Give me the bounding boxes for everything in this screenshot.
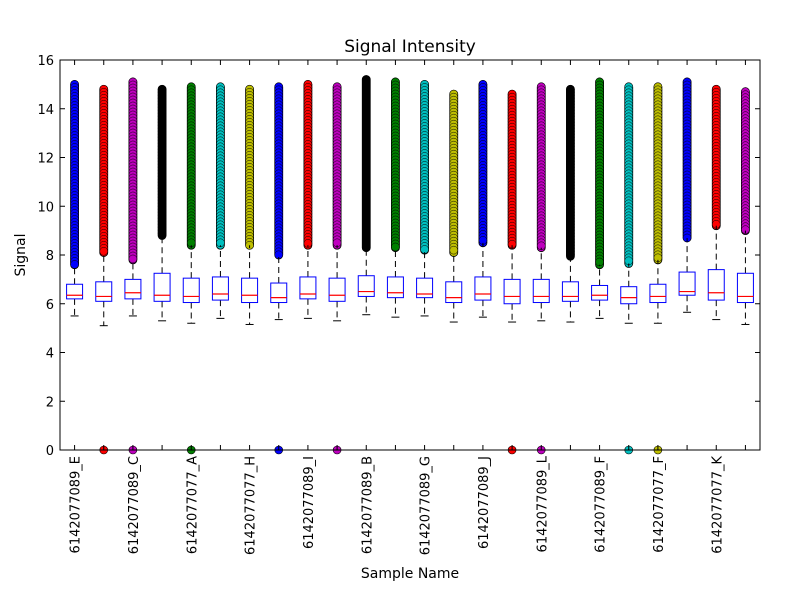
box-group bbox=[328, 82, 346, 455]
box-group bbox=[678, 77, 696, 313]
box bbox=[182, 277, 200, 304]
y-axis: 0 2 4 6 8 10 12 14 16 bbox=[37, 54, 760, 459]
x-tick-label: 6142077089_J bbox=[477, 456, 492, 549]
box bbox=[561, 281, 579, 302]
y-tick-label: 4 bbox=[46, 347, 54, 362]
box bbox=[620, 286, 638, 305]
outlier-point bbox=[537, 241, 546, 251]
box-group bbox=[211, 82, 229, 319]
x-tick-label: 6142077089_B bbox=[360, 456, 375, 554]
outlier-point bbox=[303, 239, 313, 248]
x-axis: 6142077089_E 6142077089_C 6142077077_A 6142… bbox=[69, 60, 746, 555]
y-tick-label: 16 bbox=[37, 54, 54, 69]
x-tick-label: 6142077089_E bbox=[69, 456, 84, 553]
box bbox=[241, 277, 259, 304]
box bbox=[503, 278, 521, 305]
box-group bbox=[532, 82, 550, 455]
outlier-point bbox=[391, 242, 400, 252]
box bbox=[532, 278, 550, 304]
box bbox=[328, 277, 346, 302]
box-group bbox=[241, 84, 259, 325]
box bbox=[678, 271, 696, 296]
box bbox=[445, 281, 463, 304]
box-group bbox=[445, 89, 463, 323]
x-axis-title: Sample Name bbox=[361, 566, 459, 582]
box-group bbox=[95, 84, 113, 455]
box-group bbox=[416, 79, 434, 317]
box-group bbox=[357, 75, 375, 316]
box-group bbox=[66, 79, 84, 317]
box-group bbox=[503, 89, 521, 455]
box-group bbox=[153, 84, 171, 322]
plot-area bbox=[66, 75, 754, 455]
y-axis-title: Signal bbox=[13, 233, 29, 276]
box-group bbox=[561, 84, 579, 323]
x-tick-label: 6142077077_A bbox=[185, 456, 200, 554]
box-group bbox=[620, 82, 638, 455]
y-tick-label: 8 bbox=[46, 249, 54, 264]
box bbox=[211, 276, 229, 301]
outlier-point bbox=[128, 254, 138, 264]
chart-title: Signal Intensity bbox=[344, 37, 476, 57]
box bbox=[591, 284, 609, 301]
x-tick-label: 6142077077_F bbox=[652, 456, 667, 553]
outlier-point bbox=[70, 260, 79, 269]
box bbox=[124, 278, 142, 300]
box-group bbox=[182, 82, 200, 455]
x-tick-label: 6142077089_G bbox=[419, 456, 434, 555]
outlier-point bbox=[741, 225, 750, 234]
box-group bbox=[270, 82, 288, 455]
x-tick-label: 6142077089_L bbox=[535, 455, 550, 552]
y-tick-label: 14 bbox=[37, 103, 54, 118]
x-tick-label: 6142077077_H bbox=[244, 456, 259, 555]
box bbox=[357, 275, 375, 297]
box bbox=[95, 281, 113, 302]
box-group bbox=[649, 82, 667, 455]
x-tick-label: 6142077089_C bbox=[127, 456, 142, 554]
outlier-point bbox=[99, 247, 108, 256]
x-tick-label: 6142077089_I bbox=[302, 456, 317, 549]
box bbox=[416, 277, 434, 299]
box bbox=[474, 276, 492, 301]
outlier-point bbox=[595, 257, 604, 267]
box bbox=[736, 272, 754, 304]
box bbox=[649, 283, 667, 304]
box-group bbox=[591, 77, 609, 319]
box bbox=[270, 282, 288, 304]
box bbox=[707, 269, 725, 301]
box-group bbox=[474, 79, 492, 318]
y-tick-label: 2 bbox=[46, 395, 54, 410]
outlier-point bbox=[157, 229, 167, 238]
box bbox=[299, 276, 317, 300]
box bbox=[66, 283, 84, 300]
box bbox=[386, 276, 404, 299]
box bbox=[153, 272, 171, 302]
box-group bbox=[736, 87, 754, 325]
x-tick-label: 6142077077_K bbox=[710, 456, 725, 554]
y-tick-label: 0 bbox=[46, 444, 54, 459]
box-group bbox=[124, 77, 142, 455]
box-group bbox=[386, 77, 404, 318]
box-group bbox=[299, 79, 317, 319]
y-tick-label: 6 bbox=[46, 298, 54, 313]
x-tick-label: 6142077089_F bbox=[594, 456, 609, 553]
outlier-point bbox=[449, 245, 458, 255]
y-tick-label: 12 bbox=[37, 152, 54, 167]
y-tick-label: 10 bbox=[37, 200, 54, 215]
box-group bbox=[707, 84, 725, 321]
